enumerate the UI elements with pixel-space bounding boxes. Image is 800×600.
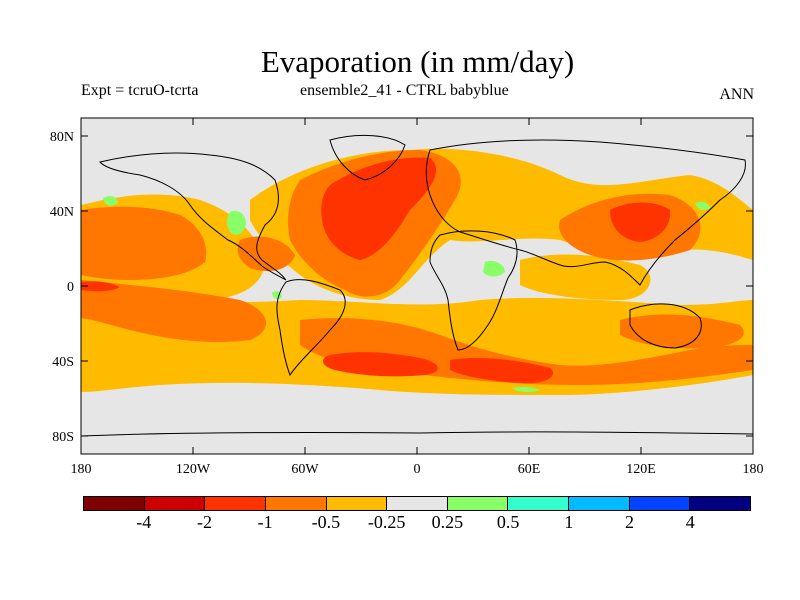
colorbar-swatch [508, 497, 570, 510]
contour-strong-north-atlantic [321, 157, 437, 260]
colorbar-swatch [326, 497, 388, 510]
contour-strong-south-atlantic [323, 352, 438, 377]
colorbar-swatch [690, 497, 751, 510]
lat-label-80s: 80S [52, 430, 74, 445]
contour-strong-east-asia [610, 202, 671, 242]
lon-label-60e: 60E [518, 462, 541, 477]
colorbar-label: 1 [564, 512, 574, 532]
colorbar-swatch [387, 497, 448, 510]
lon-label-60w: 60W [291, 462, 319, 477]
colorbar-swatch [629, 497, 691, 510]
coastline-antarctica [81, 431, 753, 437]
colorbar-swatch [447, 497, 509, 510]
colorbar-swatch [144, 497, 206, 510]
contour-strong-east-pacific [81, 281, 120, 292]
experiment-label: Expt = tcruO-tcrta [81, 82, 199, 99]
coastline-greenland [329, 135, 406, 181]
coastline-eurasia [425, 139, 746, 286]
colorbar-swatch [84, 497, 145, 510]
contour-moderate-pacific-west [81, 206, 207, 280]
lon-label-180e: 180 [743, 462, 764, 477]
colorbar-label: -0.25 [367, 512, 406, 532]
season-label: ANN [719, 86, 754, 103]
map-title: Evaporation (in mm/day) [260, 44, 575, 79]
contour-strong-agulhas [450, 357, 554, 384]
coastline-australia [629, 303, 702, 349]
lat-label-40n: 40N [50, 205, 74, 220]
colorbar [83, 496, 751, 511]
colorbar-label: -1 [257, 512, 273, 532]
lat-label-40s: 40S [52, 355, 74, 370]
lon-label-120e: 120E [626, 462, 656, 477]
contour-moderate-pacific-east [81, 280, 267, 342]
colorbar-label: -2 [196, 512, 212, 532]
coastline-north-america [99, 152, 287, 281]
colorbar-label: 2 [625, 512, 635, 532]
colorbar-label: 0.5 [496, 512, 520, 532]
lon-label-0: 0 [414, 462, 421, 477]
colorbar-swatch [569, 497, 630, 510]
colorbar-swatch [205, 497, 266, 510]
colorbar-label: 0.25 [431, 512, 464, 532]
ensemble-label: ensemble2_41 - CTRL babyblue [300, 82, 509, 99]
colorbar-label: -0.5 [311, 512, 341, 532]
colorbar-swatch [265, 497, 327, 510]
lat-label-80n: 80N [50, 130, 74, 145]
colorbar-label: 4 [685, 512, 695, 532]
contour-increase-horn-of-africa [483, 260, 505, 277]
coastlines [81, 135, 753, 437]
lon-label-180w: 180 [71, 462, 92, 477]
lon-label-120w: 120W [176, 462, 211, 477]
contour-moderate-caribbean [237, 236, 295, 272]
coastline-africa [429, 230, 518, 351]
contour-fields [81, 148, 753, 395]
longitude-ticks [192, 118, 642, 454]
contour-moderate-south-pacific [620, 314, 744, 349]
contour-increase-pacific [103, 196, 118, 206]
contour-increase-southern-ocean [512, 386, 540, 393]
coastline-south-america [276, 279, 346, 377]
latitude-ticks [81, 135, 753, 437]
contour-increase-west-pacific [695, 201, 710, 211]
contour-increase-north-america [227, 210, 246, 235]
colorbar-label: -4 [136, 512, 152, 532]
contour-weak-indian-ocean [520, 254, 651, 300]
lat-label-equator: 0 [67, 280, 74, 295]
